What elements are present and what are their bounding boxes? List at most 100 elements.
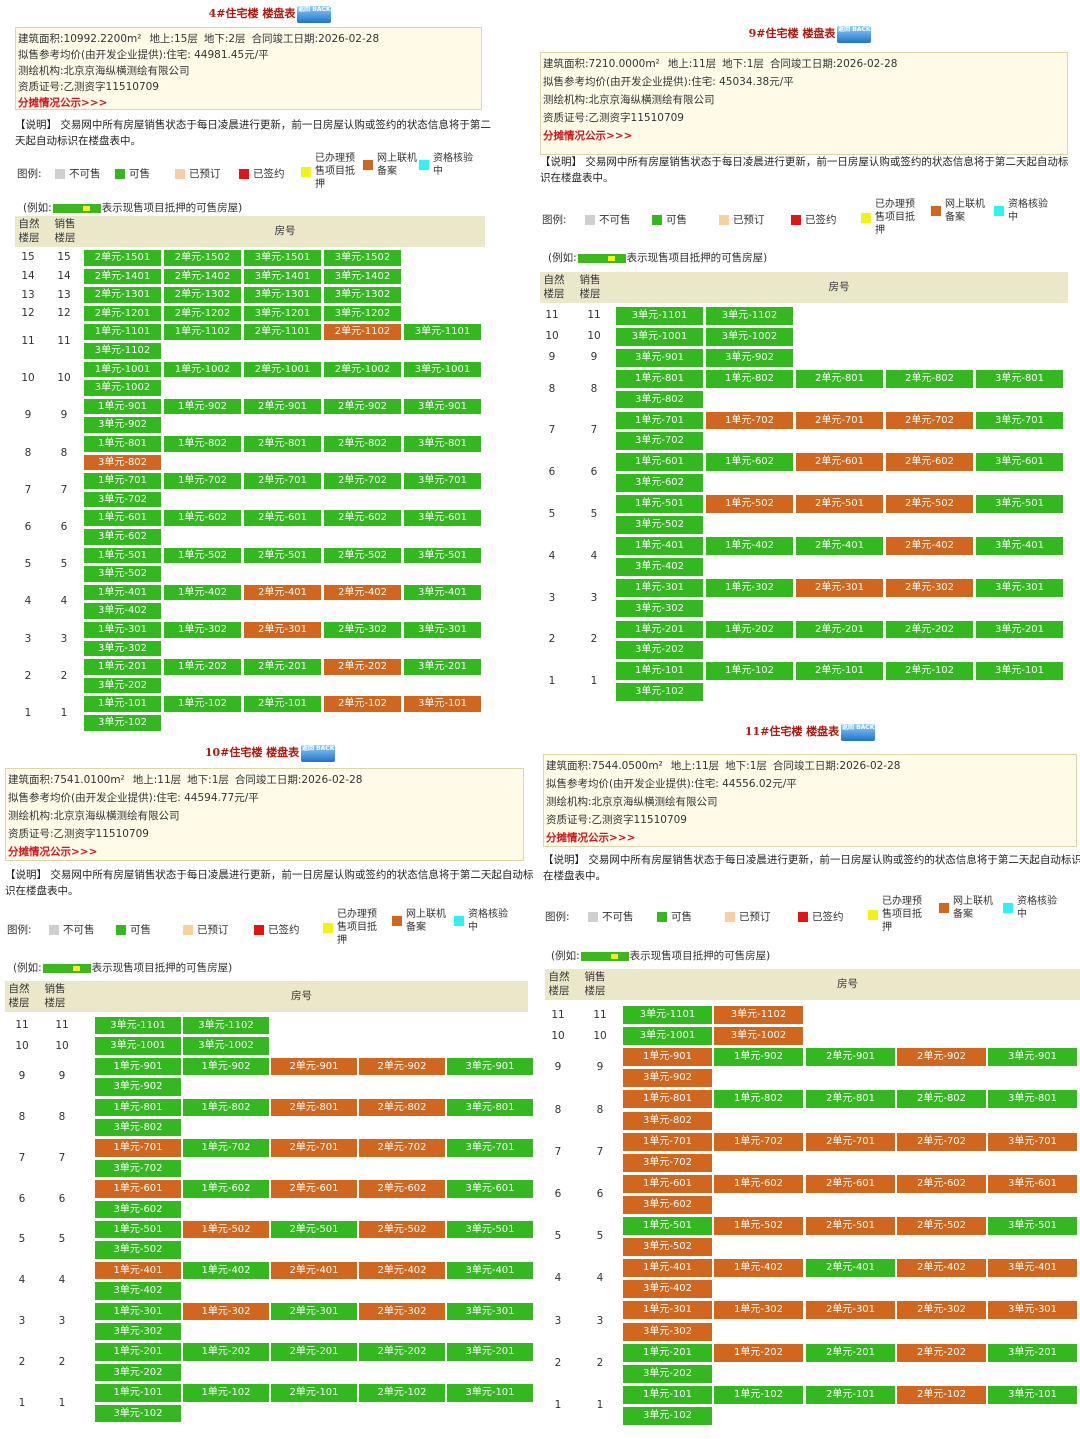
unit-cell[interactable]: 3单元-501 [404,547,481,564]
unit-cell[interactable]: 3单元-502 [616,516,703,534]
unit-cell[interactable]: 1单元-101 [623,1385,712,1404]
unit-cell[interactable]: 1单元-601 [84,510,161,526]
unit-cell[interactable]: 1单元-602 [183,1180,269,1198]
unit-cell[interactable]: 1单元-701 [95,1139,181,1157]
unit-cell[interactable]: 3单元-602 [84,529,161,545]
unit-cell[interactable]: 1单元-502 [706,495,793,513]
unit-cell[interactable]: 2单元-201 [271,1343,357,1361]
unit-cell[interactable]: 2单元-202 [897,1343,986,1362]
unit-cell[interactable]: 3单元-402 [84,603,161,619]
unit-cell[interactable]: 2单元-501 [796,495,883,513]
unit-cell[interactable]: 3单元-101 [988,1385,1077,1404]
unit-cell[interactable]: 1单元-201 [623,1343,712,1362]
unit-cell[interactable]: 2单元-401 [806,1259,895,1278]
unit-cell[interactable]: 3单元-401 [976,536,1063,555]
unit-cell[interactable]: 2单元-802 [886,369,973,388]
unit-cell[interactable]: 2单元-502 [324,547,401,564]
back-button[interactable]: 返回 BACK [841,723,876,741]
unit-cell[interactable]: 2单元-1301 [84,287,161,303]
unit-cell[interactable]: 2单元-501 [244,547,321,564]
unit-cell[interactable]: 3单元-902 [95,1078,181,1096]
unit-cell[interactable]: 2单元-302 [897,1301,986,1320]
unit-cell[interactable]: 1单元-502 [164,547,241,564]
unit-cell[interactable]: 1单元-301 [84,622,161,638]
unit-cell[interactable]: 3单元-1001 [404,361,481,378]
unit-cell[interactable]: 1单元-101 [95,1384,181,1402]
unit-cell[interactable]: 1单元-801 [623,1090,712,1109]
unit-cell[interactable]: 3单元-502 [95,1241,181,1259]
unit-cell[interactable]: 2单元-101 [796,662,883,681]
unit-cell[interactable]: 2单元-401 [244,584,321,601]
unit-cell[interactable]: 3单元-102 [616,683,703,702]
unit-cell[interactable]: 1单元-302 [706,578,793,597]
unit-cell[interactable]: 3单元-501 [447,1221,533,1239]
unit-cell[interactable]: 2单元-402 [886,536,973,555]
unit-cell[interactable]: 3单元-501 [988,1217,1077,1236]
unit-cell[interactable]: 3单元-701 [404,473,481,489]
unit-cell[interactable]: 2单元-202 [359,1343,445,1361]
unit-cell[interactable]: 3单元-302 [623,1322,712,1341]
unit-cell[interactable]: 1单元-302 [714,1301,803,1320]
unit-cell[interactable]: 1单元-102 [183,1384,269,1402]
unit-cell[interactable]: 3单元-601 [447,1180,533,1198]
unit-cell[interactable]: 3单元-202 [616,641,703,660]
unit-cell[interactable]: 2单元-802 [359,1098,445,1116]
unit-cell[interactable]: 2单元-201 [796,620,883,639]
unit-cell[interactable]: 1单元-202 [706,620,793,639]
unit-cell[interactable]: 2单元-202 [886,620,973,639]
unit-cell[interactable]: 3单元-301 [404,622,481,638]
unit-cell[interactable]: 1单元-302 [164,622,241,638]
unit-cell[interactable]: 1单元-202 [164,659,241,675]
unit-cell[interactable]: 1单元-802 [714,1090,803,1109]
unit-cell[interactable]: 1单元-401 [95,1261,181,1280]
unit-cell[interactable]: 3单元-901 [404,398,481,415]
unit-cell[interactable]: 3单元-1401 [244,268,321,285]
unit-cell[interactable]: 3单元-1101 [404,324,481,340]
unit-cell[interactable]: 2单元-701 [806,1132,895,1151]
unit-cell[interactable]: 2单元-402 [897,1259,986,1278]
unit-cell[interactable]: 3单元-301 [447,1302,533,1320]
unit-cell[interactable]: 2单元-901 [806,1048,895,1067]
unit-cell[interactable]: 3单元-402 [616,557,703,576]
share-link[interactable]: 分摊情况公示>>> [8,846,98,858]
unit-cell[interactable]: 3单元-1001 [95,1037,181,1055]
unit-cell[interactable]: 2单元-601 [271,1180,357,1198]
unit-cell[interactable]: 3单元-402 [623,1280,712,1299]
unit-cell[interactable]: 1单元-402 [714,1259,803,1278]
unit-cell[interactable]: 2单元-502 [886,495,973,513]
unit-cell[interactable]: 3单元-901 [988,1048,1077,1067]
unit-cell[interactable]: 3单元-1002 [84,380,161,396]
unit-cell[interactable]: 2单元-601 [244,510,321,526]
unit-cell[interactable]: 3单元-401 [404,584,481,601]
unit-cell[interactable]: 3单元-1101 [623,1006,712,1025]
unit-cell[interactable]: 3单元-902 [84,417,161,433]
unit-cell[interactable]: 2单元-102 [324,696,401,712]
unit-cell[interactable]: 2单元-1002 [324,361,401,378]
unit-cell[interactable]: 1单元-202 [714,1343,803,1362]
unit-cell[interactable]: 1单元-201 [84,659,161,675]
unit-cell[interactable]: 3单元-1001 [623,1027,712,1046]
unit-cell[interactable]: 2单元-801 [796,369,883,388]
unit-cell[interactable]: 3单元-201 [404,659,481,675]
unit-cell[interactable]: 2单元-102 [359,1384,445,1402]
unit-cell[interactable]: 1单元-301 [623,1301,712,1320]
unit-cell[interactable]: 2单元-701 [796,411,883,430]
unit-cell[interactable]: 2单元-702 [359,1139,445,1157]
unit-cell[interactable]: 1单元-101 [84,696,161,712]
unit-cell[interactable]: 2单元-302 [359,1302,445,1320]
unit-cell[interactable]: 3单元-602 [623,1195,712,1214]
unit-cell[interactable]: 1单元-701 [616,411,703,430]
unit-cell[interactable]: 2单元-202 [324,659,401,675]
unit-cell[interactable]: 2单元-601 [796,453,883,472]
unit-cell[interactable]: 3单元-801 [447,1098,533,1116]
unit-cell[interactable]: 3单元-701 [988,1132,1077,1151]
share-link[interactable]: 分摊情况公示>>> [18,97,108,109]
unit-cell[interactable]: 3单元-301 [976,578,1063,597]
unit-cell[interactable]: 1单元-102 [706,662,793,681]
unit-cell[interactable]: 1单元-101 [616,662,703,681]
unit-cell[interactable]: 1单元-602 [164,510,241,526]
unit-cell[interactable]: 1单元-502 [714,1217,803,1236]
unit-cell[interactable]: 3单元-901 [447,1057,533,1076]
unit-cell[interactable]: 3单元-1102 [706,307,793,325]
unit-cell[interactable]: 3单元-1002 [706,327,793,346]
